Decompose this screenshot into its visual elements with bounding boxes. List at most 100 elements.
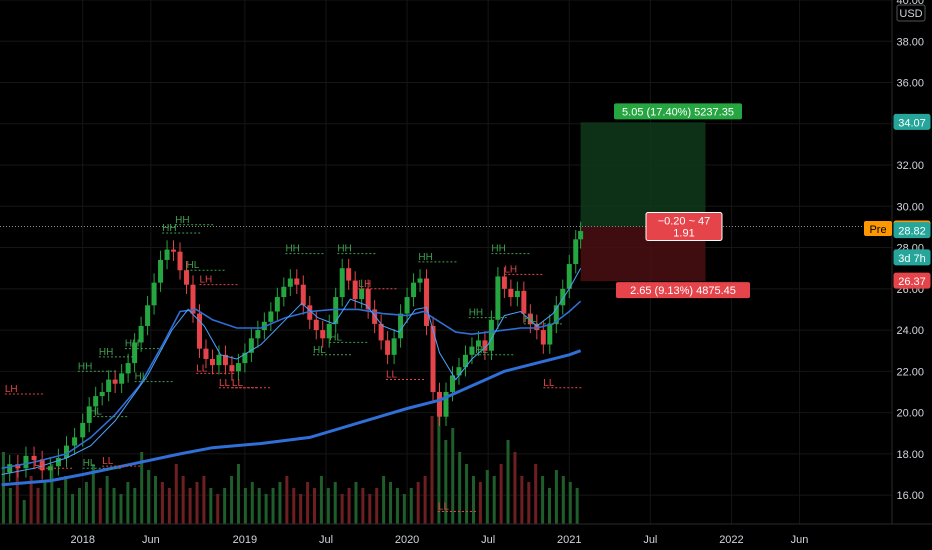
time-tick-label: Jul <box>643 534 657 546</box>
volume-bar <box>174 464 178 524</box>
candle-body <box>72 437 78 446</box>
candle-body <box>566 264 572 289</box>
candle-body <box>411 282 417 298</box>
candle-body <box>151 282 157 306</box>
candle-body <box>462 354 468 368</box>
candle-body <box>359 288 365 300</box>
price-tick-label: 24.00 <box>896 325 924 337</box>
pivot-label: HH <box>491 244 505 255</box>
candle-body <box>164 249 170 260</box>
candle-body <box>514 290 520 298</box>
candle-body <box>255 330 261 339</box>
volume-bar <box>513 452 517 524</box>
pivot-label: LL <box>438 502 450 513</box>
time-tick-label: Jun <box>791 534 809 546</box>
pivot-label: HH <box>418 252 432 263</box>
candle-body <box>456 367 462 376</box>
candle-body <box>145 305 151 326</box>
volume-bar <box>458 452 462 524</box>
volume-bar <box>575 488 579 524</box>
volume-bar <box>202 476 206 524</box>
position-center-label-1: −0.20 ~ 47 <box>658 216 711 228</box>
volume-bar <box>91 464 95 524</box>
candle-body <box>560 288 566 306</box>
price-scale-tag <box>893 113 931 130</box>
volume-bar <box>223 488 227 524</box>
candle-body <box>443 391 449 417</box>
pivot-label: HL <box>475 345 488 356</box>
price-scale-tag <box>893 272 931 289</box>
price-tick-label: 38.00 <box>896 36 924 48</box>
candle-body <box>333 297 339 324</box>
volume-bar <box>485 470 489 524</box>
candle-body <box>86 406 92 423</box>
candle-body <box>287 278 293 287</box>
candle-body <box>294 278 300 285</box>
candle-body <box>209 358 215 366</box>
pivot-label: LH <box>358 279 371 290</box>
candle-body <box>15 464 21 469</box>
volume-bar <box>319 476 323 524</box>
pivot-label: HL <box>187 260 200 271</box>
candle-body <box>326 323 332 339</box>
candle-body <box>80 422 86 438</box>
candle-body <box>578 231 584 240</box>
candle-body <box>177 251 183 271</box>
candle-body <box>229 365 235 372</box>
candle-body <box>521 290 527 314</box>
candle-body <box>534 323 540 331</box>
pivot-label: LL <box>196 363 208 374</box>
volume-bar <box>271 488 275 524</box>
volume-bar <box>147 470 151 524</box>
volume-bar <box>154 476 158 524</box>
candle-body <box>378 323 384 341</box>
volume-bar <box>15 464 19 524</box>
volume-bar <box>326 488 330 524</box>
pivot-label: HH <box>125 339 139 350</box>
pivot-label: LH <box>5 384 18 395</box>
price-scale-tag-prefix-box <box>864 220 892 236</box>
candle-body <box>449 375 455 392</box>
candle-body <box>31 455 37 461</box>
candle-body <box>475 340 481 347</box>
candle-body <box>573 239 579 265</box>
candle-body <box>112 379 118 384</box>
pivot-label: LH <box>504 264 517 275</box>
volume-bar <box>478 482 482 524</box>
candle-body <box>158 259 164 283</box>
price-scale-tag-prefix: Pre <box>869 224 886 236</box>
candle-body <box>99 391 105 397</box>
pivot-label: LL <box>386 370 398 381</box>
candle-body <box>391 338 397 355</box>
price-tick-label: 40.00 <box>896 0 924 7</box>
volume-bar <box>382 476 386 524</box>
volume-bar <box>416 482 420 524</box>
volume-bar <box>181 476 185 524</box>
volume-bar <box>57 488 61 524</box>
volume-bar <box>216 494 220 524</box>
candle-body <box>171 249 177 252</box>
volume-bar <box>133 488 137 524</box>
volume-bar <box>395 488 399 524</box>
stop-label-box <box>616 282 750 299</box>
pivot-label: HH <box>469 308 483 319</box>
candle-body <box>55 457 61 467</box>
pivot-label: HL <box>524 314 537 325</box>
price-tick-label: 22.00 <box>896 366 924 378</box>
target-zone <box>580 122 706 227</box>
candle-body <box>132 342 138 364</box>
volume-bar <box>354 482 358 524</box>
volume-bar <box>444 440 448 524</box>
volume-bar <box>77 488 81 524</box>
candle-body <box>469 346 475 355</box>
candle-body <box>23 455 29 469</box>
volume-bar <box>50 464 54 524</box>
position-center-box <box>645 212 723 242</box>
volume-bar <box>368 494 372 524</box>
candle-body <box>547 323 553 345</box>
position-center-label-2: 1.91 <box>673 228 694 240</box>
time-tick-label: 2019 <box>233 534 257 546</box>
candle-body <box>190 284 196 314</box>
pivot-label: HH <box>285 244 299 255</box>
